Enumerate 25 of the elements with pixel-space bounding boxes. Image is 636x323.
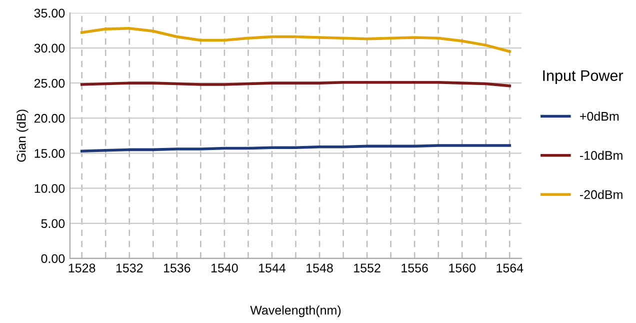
x-tick-label: 1564 <box>496 264 524 272</box>
y-tick-label: 30.00 <box>34 44 65 53</box>
legend-label: -20dBm <box>580 190 622 200</box>
y-tick-label: 15.00 <box>34 148 65 158</box>
legend-label: +0dBm <box>580 112 619 121</box>
x-tick-label: 1544 <box>259 264 286 272</box>
y-tick-label: 20.00 <box>34 114 65 123</box>
y-tick-label: 10.00 <box>34 184 65 193</box>
y-axis-title: Gian (dB) <box>16 110 28 162</box>
y-tick-label: 0.00 <box>41 254 65 264</box>
y-tick-label: 25.00 <box>34 78 65 88</box>
x-tick-label: 1552 <box>354 264 380 272</box>
y-tick-label: 5.00 <box>41 219 65 228</box>
legend-label: -10dBm <box>580 150 622 160</box>
x-tick-label: 1540 <box>211 264 238 272</box>
x-axis-title: Wavelength(nm) <box>250 305 341 318</box>
x-tick-label: 1556 <box>402 264 428 272</box>
y-tick-label: 35.00 <box>34 8 65 18</box>
x-tick-label: 1532 <box>116 264 143 272</box>
legend-title: Input Power <box>543 70 624 84</box>
x-tick-label: 1560 <box>449 264 476 272</box>
x-tick-label: 1528 <box>68 264 96 272</box>
x-tick-label: 1536 <box>164 264 190 272</box>
x-tick-label: 1548 <box>306 264 333 272</box>
line-series <box>80 26 512 53</box>
